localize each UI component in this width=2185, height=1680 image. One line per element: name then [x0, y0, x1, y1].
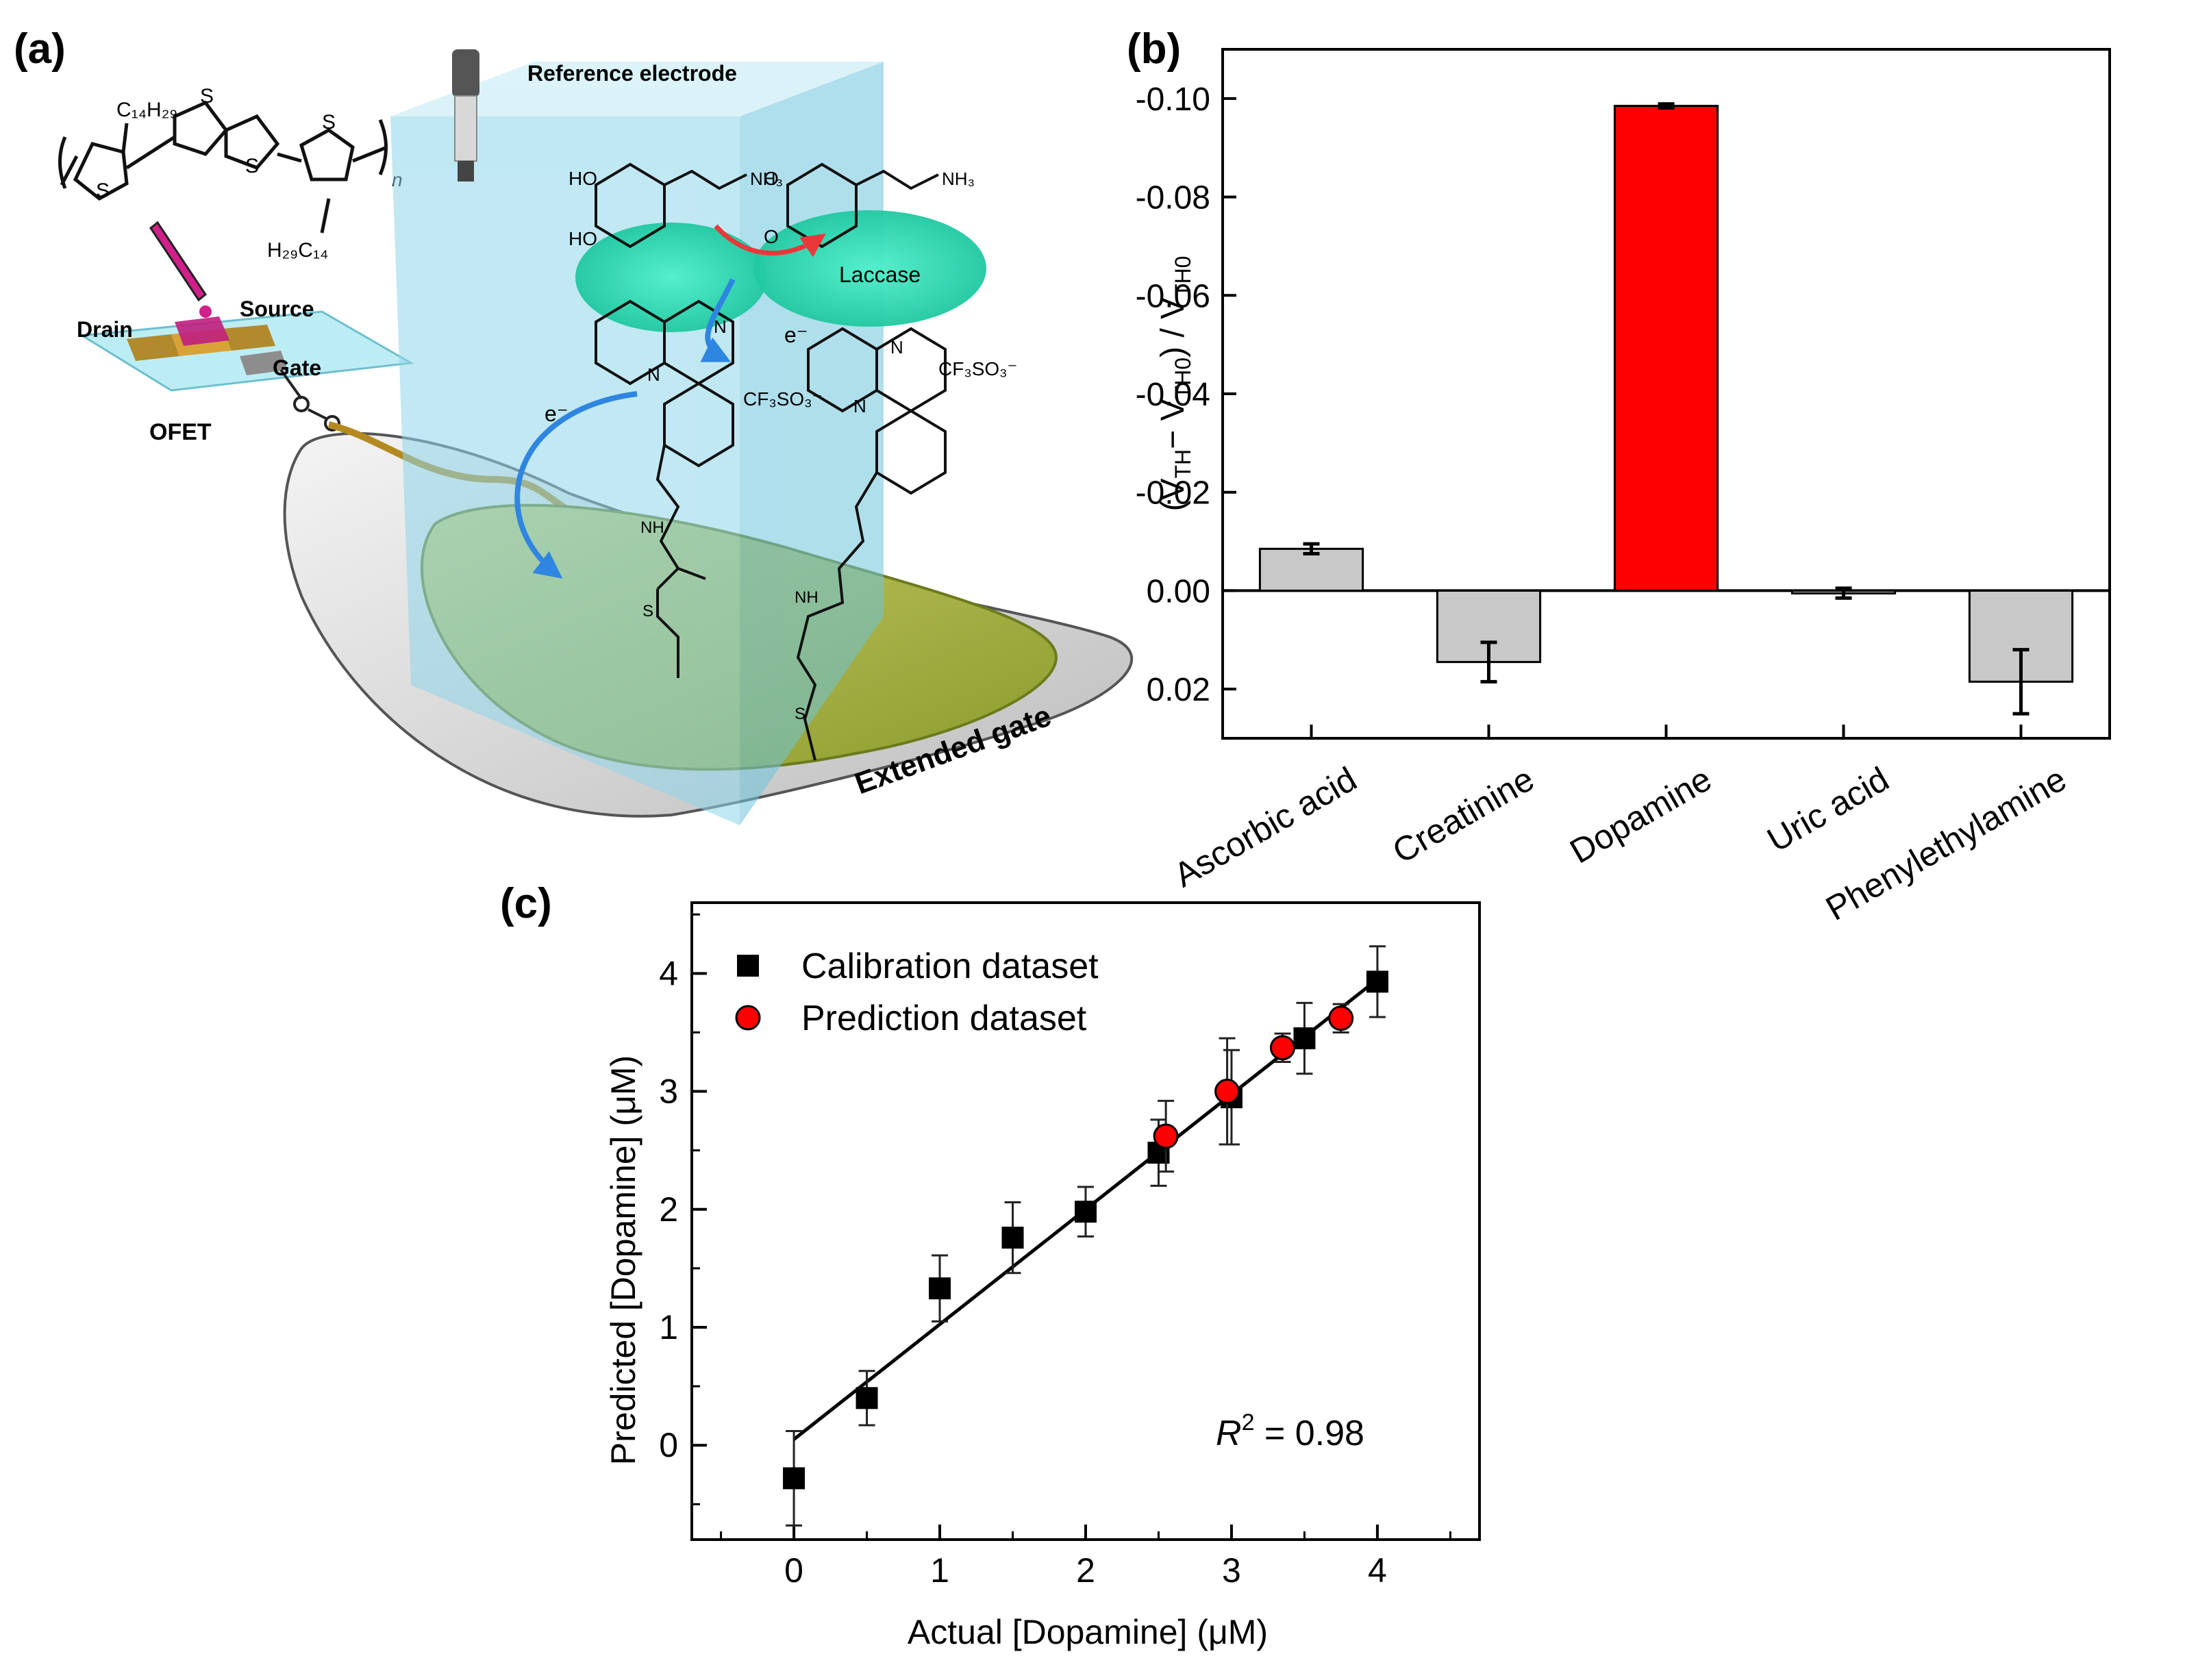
- s-label-2: S: [795, 705, 806, 723]
- x-category-label: Dopamine: [1564, 760, 1718, 870]
- y-tick-label: -0.10: [1136, 82, 1210, 118]
- bar: [1613, 105, 1719, 592]
- y-tick-label: -0.02: [1136, 475, 1210, 512]
- r-squared-annotation: R2 = 0.98: [1216, 1409, 1364, 1453]
- nh-label-1: NH: [640, 518, 664, 537]
- r-squared-sup: 2: [1242, 1409, 1255, 1435]
- nh3-label-2: NH₃: [942, 168, 975, 189]
- x-category-label: Ascorbic acid: [1167, 760, 1363, 894]
- prediction-point: [1153, 1123, 1179, 1149]
- legend-label: Prediction dataset: [801, 999, 1087, 1038]
- r-squared-r: R: [1216, 1414, 1242, 1453]
- y-tick-label: 4: [659, 954, 678, 992]
- ylabel-part-2: TH: [1171, 449, 1195, 479]
- calibration-point: [1366, 970, 1388, 993]
- o-label-1: O: [764, 168, 779, 189]
- legend-marker-calibration: [737, 955, 759, 977]
- n-label-3: N: [890, 337, 903, 358]
- panel-b: (b) -0.10 -0.08 -0.06 -0.04 -0.02 0.00 0.02 Asc…: [1127, 25, 2111, 928]
- x-category-label: Creatinine: [1386, 760, 1540, 870]
- panel-b-label: (b): [1127, 25, 1181, 73]
- x-tick-label: 2: [1076, 1551, 1095, 1590]
- calibration-point: [1001, 1227, 1024, 1249]
- x-tick-label: 1: [930, 1551, 949, 1590]
- polymer-s-4: S: [322, 111, 336, 134]
- electron-label-1: e⁻: [784, 323, 808, 347]
- reference-electrode-icon: [452, 49, 479, 181]
- n-label-1: N: [714, 316, 727, 337]
- y-tick-label: 1: [659, 1308, 678, 1346]
- pen-icon: [149, 221, 212, 318]
- x-tick-label: 4: [1368, 1551, 1387, 1590]
- polymer-sub-top: C₁₄H₂₉: [116, 99, 177, 121]
- n-label-2: N: [647, 364, 660, 385]
- molecule-structures: [595, 162, 947, 761]
- oxidation-arrow: [714, 224, 826, 258]
- panel-c-xlabel: Actual [Dopamine] (μM): [908, 1613, 1268, 1651]
- scatter-chart: 0 1 2 3 4 0 1 2 3 4 Calibration dataset Prediction …: [659, 901, 1481, 1590]
- electron-label-2: e⁻: [545, 401, 569, 426]
- bar-chart: -0.10 -0.08 -0.06 -0.04 -0.02 0.00 0.02 Ascorbi…: [1136, 48, 2111, 928]
- x-category-label: Uric acid: [1761, 760, 1895, 860]
- y-tick-label: -0.04: [1136, 377, 1210, 413]
- prediction-point: [1270, 1035, 1295, 1061]
- nh-label-2: NH: [795, 588, 819, 607]
- electron-arrow-1: [700, 278, 736, 362]
- n-label-4: N: [853, 396, 866, 416]
- panel-b-ylabel: (VTH− VTH0) / VTH0: [1155, 256, 1195, 512]
- laccase-label: Laccase: [839, 262, 921, 287]
- ho-label-1: HO: [569, 168, 597, 189]
- ylabel-part-4: TH0: [1171, 358, 1195, 399]
- r-squared-rest: = 0.98: [1254, 1414, 1364, 1453]
- ylabel-part-6: TH0: [1171, 256, 1195, 297]
- ofet-device: [79, 310, 414, 431]
- gate-label: Gate: [273, 355, 321, 380]
- panel-c-label: (c): [500, 880, 552, 927]
- polymer-structure: [58, 100, 388, 234]
- calibration-point: [929, 1277, 951, 1300]
- ylabel-part-3: − V: [1155, 399, 1191, 449]
- y-tick-label: 0.02: [1147, 672, 1210, 708]
- x-tick-label: 0: [784, 1551, 803, 1590]
- drain-label: Drain: [77, 317, 133, 342]
- calibration-point: [1293, 1027, 1316, 1050]
- calibration-point: [856, 1387, 878, 1409]
- x-tick-label: 3: [1222, 1551, 1241, 1590]
- calibration-point: [783, 1467, 806, 1490]
- y-tick-label: 2: [659, 1190, 678, 1229]
- polymer-sub-bottom: H₂₉C₁₄: [267, 239, 328, 262]
- panel-c-ylabel: Predicted [Dopamine] (μM): [604, 1055, 642, 1465]
- prediction-point: [1214, 1079, 1240, 1105]
- y-tick-label: 3: [659, 1073, 678, 1111]
- counter-ion-label-1: CF₃SO₃⁻: [743, 388, 822, 410]
- ylabel-part-5: ) / V: [1155, 297, 1191, 358]
- nh3-label-1: NH₃: [750, 168, 783, 189]
- o-label-2: O: [764, 226, 779, 247]
- panel-a-label: (a): [14, 25, 66, 73]
- source-label: Source: [240, 297, 314, 321]
- counter-ion-label-2: CF₃SO₃⁻: [938, 358, 1017, 379]
- legend-label: Calibration dataset: [801, 946, 1099, 986]
- prediction-point: [1328, 1005, 1354, 1031]
- panel-c: (c) 0 1 2 3 4 0 1 2 3 4 Calibration dataset Predict…: [500, 880, 1481, 1651]
- polymer-s-1: S: [96, 179, 110, 202]
- reference-electrode-label: Reference electrode: [527, 61, 737, 86]
- y-tick-label: -0.06: [1136, 278, 1210, 314]
- polymer-s-3: S: [245, 155, 259, 177]
- s-label-1: S: [642, 602, 653, 620]
- bar: [1258, 547, 1364, 592]
- panel-a: (a) S S S S C₁₄H₂₉ H₂₉C₁₄ n: [14, 25, 1134, 825]
- calibration-point: [1075, 1201, 1097, 1223]
- y-tick-label: -0.08: [1136, 180, 1210, 216]
- y-tick-label: 0: [659, 1426, 678, 1464]
- ho-label-2: HO: [569, 228, 597, 249]
- y-tick-label: 0.00: [1147, 573, 1210, 610]
- ylabel-part-1: (V: [1155, 478, 1191, 511]
- ofet-label: OFET: [149, 419, 212, 445]
- polymer-s-2: S: [200, 85, 214, 108]
- electron-arrow-2: [514, 391, 638, 579]
- legend-marker-prediction: [735, 1005, 761, 1031]
